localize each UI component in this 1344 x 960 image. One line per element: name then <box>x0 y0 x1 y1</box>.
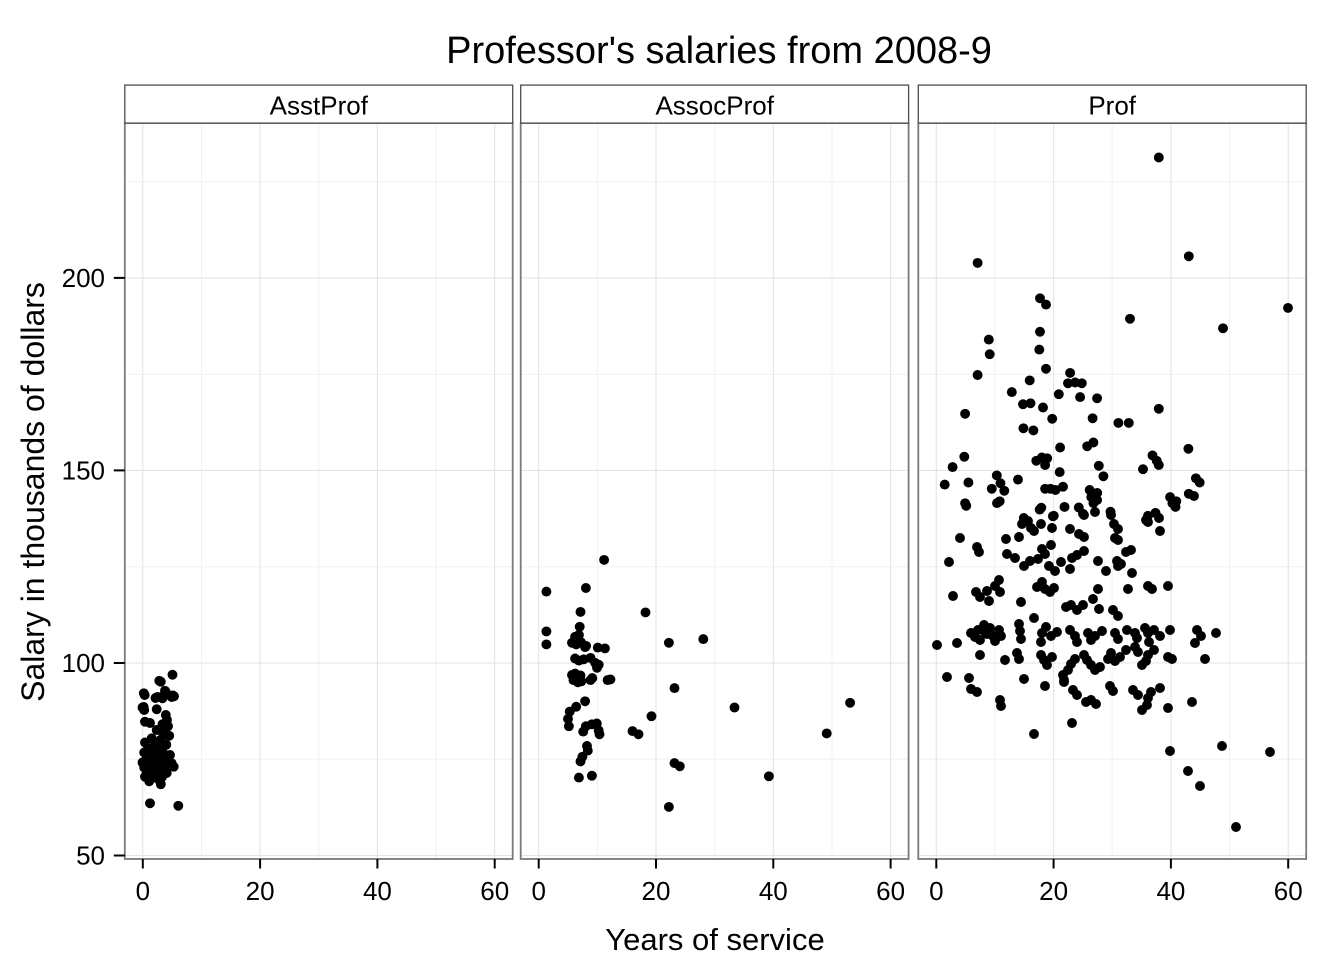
svg-text:Prof: Prof <box>1088 91 1136 121</box>
svg-text:AssocProf: AssocProf <box>655 91 774 121</box>
svg-text:Professor's salaries from 2008: Professor's salaries from 2008-9 <box>446 30 992 72</box>
svg-text:40: 40 <box>363 876 392 906</box>
svg-text:Salary in thousands of dollars: Salary in thousands of dollars <box>15 282 51 702</box>
svg-text:20: 20 <box>246 876 275 906</box>
svg-text:50: 50 <box>76 841 105 871</box>
svg-text:0: 0 <box>136 876 150 906</box>
svg-text:0: 0 <box>531 876 545 906</box>
svg-text:0: 0 <box>929 876 943 906</box>
svg-text:60: 60 <box>1274 876 1303 906</box>
svg-text:60: 60 <box>876 876 905 906</box>
svg-text:Years of service: Years of service <box>605 922 824 957</box>
svg-text:150: 150 <box>62 455 105 485</box>
svg-text:40: 40 <box>759 876 788 906</box>
svg-text:20: 20 <box>1039 876 1068 906</box>
svg-text:200: 200 <box>62 263 105 293</box>
svg-text:AsstProf: AsstProf <box>270 91 369 121</box>
svg-text:40: 40 <box>1156 876 1185 906</box>
svg-text:60: 60 <box>480 876 509 906</box>
svg-text:20: 20 <box>642 876 671 906</box>
svg-text:100: 100 <box>62 648 105 678</box>
